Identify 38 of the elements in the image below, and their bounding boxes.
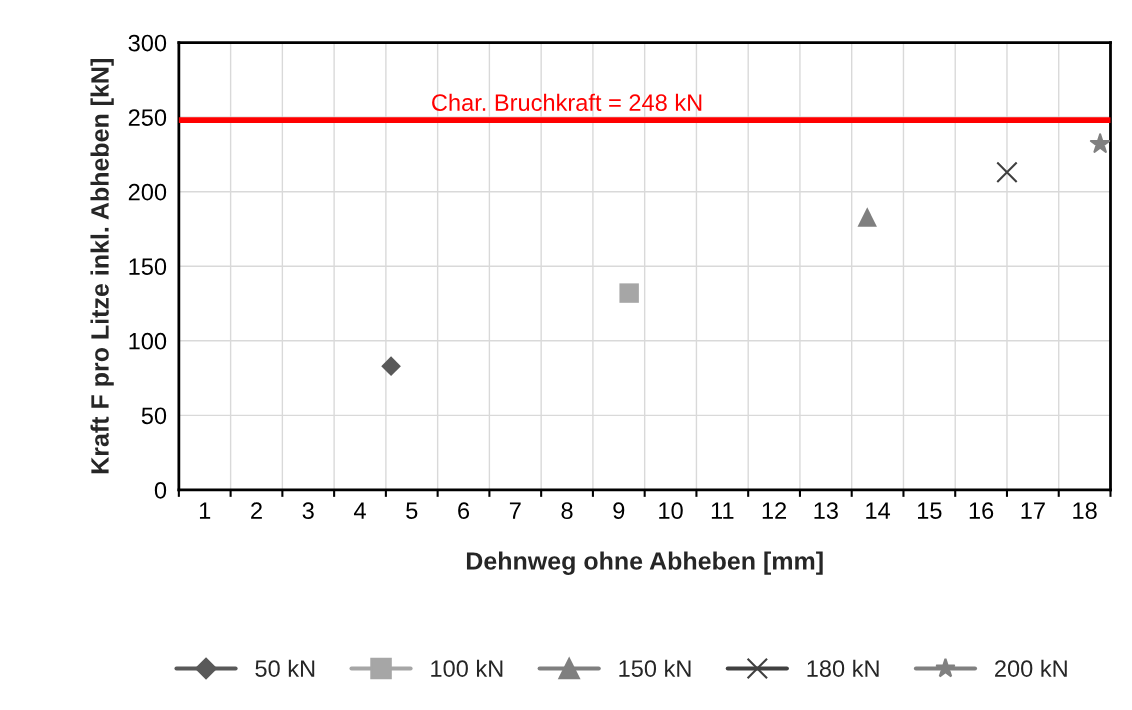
x-tick-label: 14 — [866, 502, 891, 519]
legend-label: 200 kN — [995, 659, 1067, 677]
legend-label: 150 kN — [619, 659, 691, 677]
x-tick-label: 6 — [458, 502, 470, 520]
point — [619, 283, 639, 303]
y-axis-title: Kraft F pro Litze inkl. Abheben [kN] — [90, 59, 114, 474]
x-axis-title: Dehnweg ohne Abheben [mm] — [466, 551, 823, 575]
x-tick-label: 1 — [199, 502, 211, 519]
x-tick-label: 11 — [711, 502, 734, 519]
ref-line-label: Char. Bruchkraft = 248 kN — [432, 93, 702, 111]
point — [1089, 133, 1111, 153]
x-tick-label: 8 — [561, 502, 573, 520]
legend-label: 100 kN — [431, 659, 503, 677]
x-tick-label: 10 — [659, 502, 683, 520]
legend-label: 50 kN — [255, 659, 315, 677]
x-tick-label: 12 — [762, 502, 787, 519]
point — [381, 356, 401, 376]
x-tick-label: 3 — [302, 502, 314, 520]
x-tick-label: 16 — [969, 502, 994, 520]
x-tick-label: 9 — [613, 502, 625, 520]
x-tick-label: 2 — [251, 502, 262, 519]
point — [996, 161, 1018, 184]
x-tick-label: 7 — [509, 502, 521, 519]
y-tick-label: 0 — [154, 481, 167, 499]
x-tick-label: 5 — [406, 502, 418, 520]
x-tick-label: 13 — [814, 502, 838, 520]
y-tick-label: 250 — [128, 109, 167, 126]
x-tick-label: 4 — [353, 502, 366, 519]
x-tick-label: 18 — [1073, 502, 1097, 520]
x-tick-label: 17 — [1021, 502, 1045, 519]
legend-label: 180 kN — [807, 659, 879, 677]
y-tick-label: 150 — [129, 258, 167, 276]
y-tick-label: 300 — [128, 34, 167, 52]
point — [857, 207, 877, 227]
x-tick-label: 15 — [918, 502, 942, 520]
y-tick-label: 50 — [141, 407, 167, 425]
y-tick-label: 100 — [129, 332, 167, 350]
y-tick-label: 200 — [128, 183, 167, 201]
